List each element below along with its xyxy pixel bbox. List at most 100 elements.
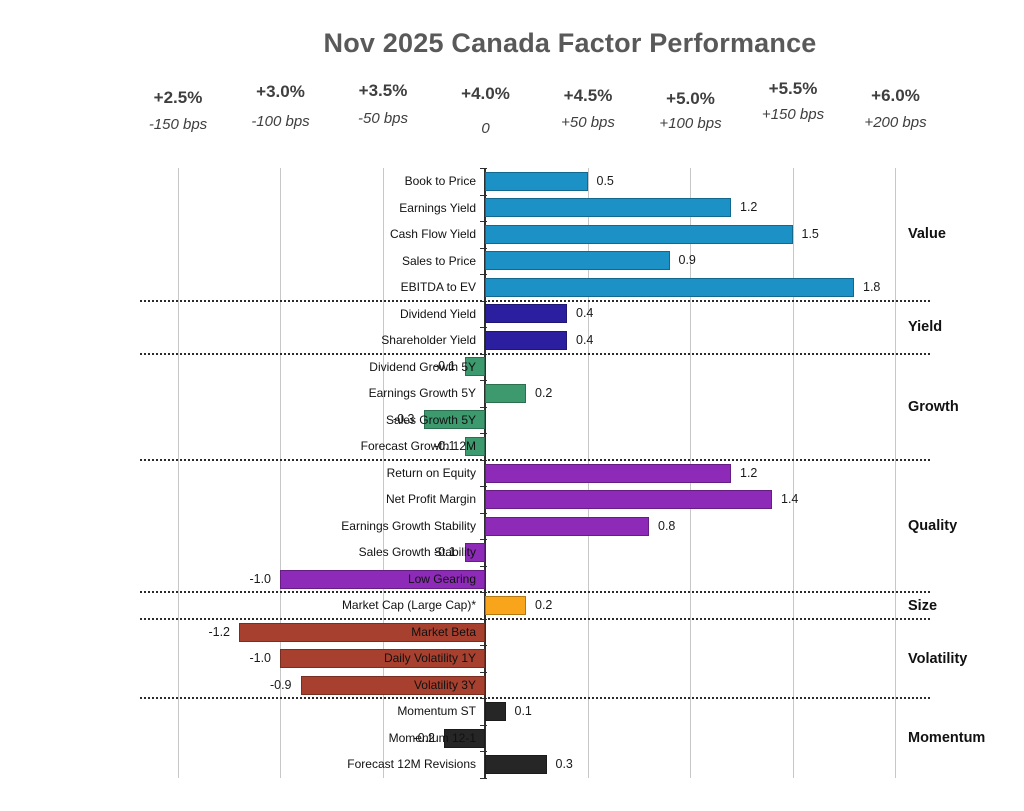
zero-axis-tick bbox=[480, 326, 487, 328]
bar-value-label: 0.4 bbox=[576, 306, 594, 321]
bar-value-label: 1.8 bbox=[863, 279, 881, 294]
bar-value-label: -0.9 bbox=[269, 677, 292, 692]
x-axis-bps-label: +200 bps bbox=[864, 114, 927, 131]
x-axis-percent-label: +4.5% bbox=[563, 86, 613, 105]
category-label: EBITDA to EV bbox=[400, 280, 476, 295]
bar-value-label: 0.3 bbox=[555, 757, 573, 772]
gridline bbox=[382, 168, 384, 778]
bar-quality bbox=[485, 516, 649, 536]
x-axis-bps-label: +150 bps bbox=[761, 106, 825, 123]
section-separator bbox=[140, 459, 930, 461]
bar-value-label: 0.2 bbox=[535, 385, 553, 400]
plot-area: 0.5 1.2 1.5 0.9 1.8 Value 0.4 0.4 Yield -0.1 0.2 -0… bbox=[140, 167, 985, 779]
section-separator bbox=[140, 618, 930, 620]
zero-axis-tick bbox=[480, 379, 487, 381]
gridline bbox=[895, 168, 896, 778]
zero-axis-tick bbox=[480, 644, 487, 646]
zero-axis-tick bbox=[480, 538, 487, 540]
bar-value-label: -0.1 bbox=[433, 359, 456, 374]
group-label-momentum: Momentum bbox=[908, 730, 986, 747]
bar-value-label: -0.3 bbox=[392, 412, 415, 427]
category-label: Daily Volatility 1Y bbox=[383, 651, 476, 666]
section-separator bbox=[140, 300, 930, 302]
bar-value bbox=[485, 171, 588, 191]
category-label: Momentum ST bbox=[397, 704, 476, 719]
bar-yield bbox=[485, 304, 567, 324]
bar-value-label: 1.2 bbox=[740, 200, 758, 215]
bar-growth bbox=[464, 436, 485, 456]
bar-value-label: 1.4 bbox=[781, 492, 799, 507]
group-label-volatility: Volatility bbox=[908, 650, 968, 667]
x-axis-percent-label: +2.5% bbox=[153, 88, 203, 107]
zero-axis-tick bbox=[480, 671, 487, 673]
category-label: Sales Growth 5Y bbox=[385, 412, 476, 427]
bar-momentum bbox=[444, 728, 485, 748]
category-label: Net Profit Margin bbox=[385, 492, 476, 507]
x-axis-percent-label: +5.5% bbox=[768, 79, 818, 98]
category-label: Volatility 3Y bbox=[413, 677, 476, 692]
x-axis-percent-label: +3.0% bbox=[256, 82, 305, 101]
zero-axis-tick bbox=[480, 777, 487, 779]
bar-quality bbox=[485, 490, 772, 510]
bar-value-label: 0.8 bbox=[658, 518, 676, 533]
bar-quality bbox=[464, 543, 485, 563]
category-label: Earnings Yield bbox=[399, 200, 476, 215]
x-axis-bps-label: 0 bbox=[481, 120, 490, 137]
bar-momentum bbox=[485, 702, 506, 722]
x-axis-percent-label: +4.0% bbox=[461, 84, 510, 103]
gridline bbox=[792, 168, 794, 778]
zero-axis-tick bbox=[480, 750, 487, 752]
x-axis-percent-label: +6.0% bbox=[871, 86, 920, 105]
category-label: Momentum 12-1 bbox=[388, 730, 476, 745]
bar-value-label: 0.5 bbox=[596, 173, 614, 188]
bar-value-label: -1.2 bbox=[208, 624, 230, 639]
group-label-growth: Growth bbox=[908, 398, 959, 415]
bar-volatility bbox=[300, 675, 485, 695]
category-label: Market Beta bbox=[411, 624, 476, 639]
zero-axis-tick bbox=[480, 220, 487, 222]
bar-value-label: 1.2 bbox=[740, 465, 758, 480]
bar-value-label: -0.1 bbox=[433, 545, 456, 560]
bar-growth bbox=[485, 383, 526, 403]
zero-axis-tick bbox=[480, 194, 487, 196]
group-label-yield: Yield bbox=[908, 319, 943, 336]
zero-axis-tick bbox=[480, 406, 487, 408]
bar-value-label: 0.4 bbox=[576, 332, 594, 347]
bar-value-label: 1.5 bbox=[801, 226, 819, 241]
x-axis-bps-label: -100 bps bbox=[251, 113, 310, 130]
bar-value-label: 0.2 bbox=[535, 598, 553, 613]
section-separator bbox=[140, 353, 930, 355]
bar-yield bbox=[485, 330, 567, 350]
bar-growth bbox=[464, 357, 485, 377]
category-label: Dividend Growth 5Y bbox=[369, 359, 476, 374]
chart-title: Nov 2025 Canada Factor Performance bbox=[323, 28, 817, 58]
zero-axis-tick bbox=[480, 167, 487, 169]
category-label: Forecast Growth 12M bbox=[360, 439, 476, 454]
bar-value-label: -1.0 bbox=[249, 571, 271, 586]
bar-value bbox=[485, 277, 854, 297]
category-label: Return on Equity bbox=[386, 465, 476, 480]
zero-axis-tick bbox=[480, 432, 487, 434]
x-axis-bps-label: +100 bps bbox=[659, 115, 722, 132]
category-label: Shareholder Yield bbox=[381, 333, 476, 348]
zero-axis-tick bbox=[480, 273, 487, 275]
bar-momentum bbox=[485, 755, 547, 775]
category-label: Earnings Growth Stability bbox=[341, 518, 476, 533]
zero-axis-tick bbox=[480, 565, 487, 567]
category-label: Sales to Price bbox=[401, 253, 476, 268]
category-label: Market Cap (Large Cap)* bbox=[341, 598, 476, 613]
category-label: Book to Price bbox=[404, 174, 476, 188]
bar-value-label: 0.1 bbox=[514, 704, 532, 719]
zero-axis-tick bbox=[480, 485, 487, 487]
group-label-value: Value bbox=[908, 226, 946, 243]
bar-value bbox=[485, 251, 670, 271]
x-axis-bps-label: +50 bps bbox=[561, 114, 615, 131]
bar-value-label: 0.9 bbox=[678, 253, 696, 268]
bar-value bbox=[485, 224, 793, 244]
section-separator bbox=[140, 591, 930, 593]
bar-quality bbox=[280, 569, 485, 589]
zero-axis-tick bbox=[480, 247, 487, 249]
bar-quality bbox=[485, 463, 731, 483]
x-axis-percent-label: +3.5% bbox=[358, 81, 408, 100]
